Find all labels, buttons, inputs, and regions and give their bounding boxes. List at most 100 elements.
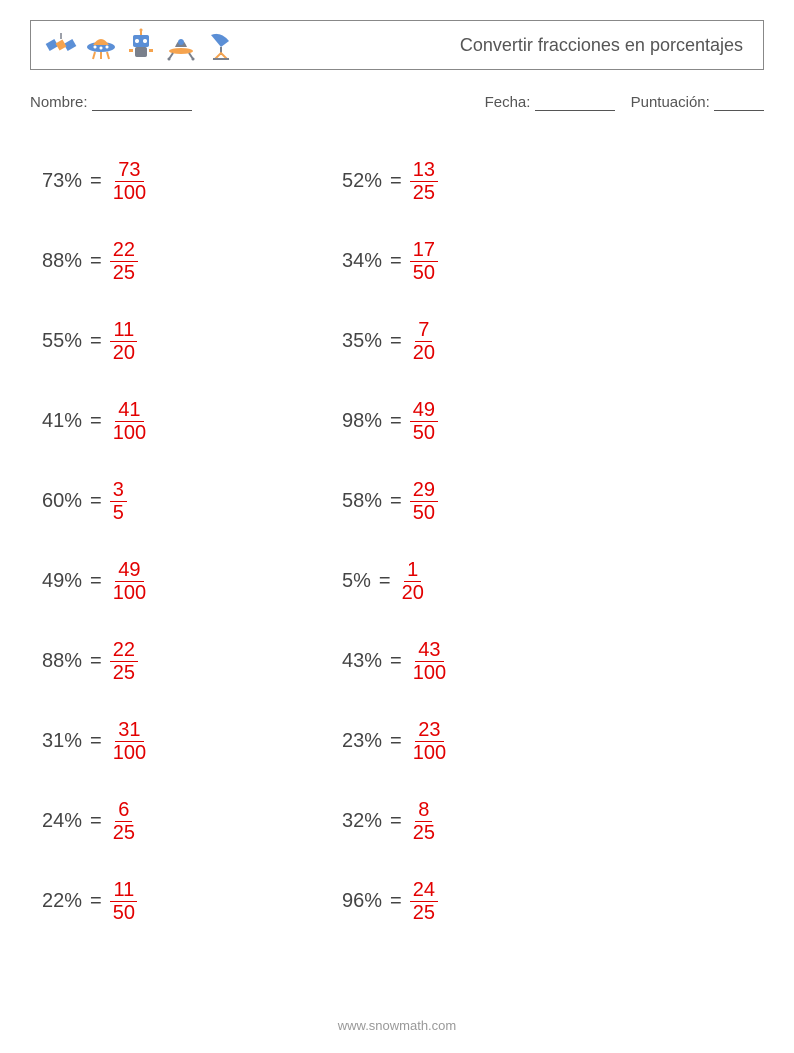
percent-value: 31% bbox=[42, 730, 82, 753]
denominator: 25 bbox=[410, 902, 438, 924]
percent-value: 49% bbox=[42, 570, 82, 593]
problem-row: 96%=2425 bbox=[342, 861, 602, 941]
denominator: 100 bbox=[110, 422, 149, 444]
problem-row: 23%=23100 bbox=[342, 701, 602, 781]
percent-value: 43% bbox=[342, 650, 382, 673]
equals-sign: = bbox=[379, 570, 391, 593]
problem-row: 41% = 41100 bbox=[42, 381, 302, 461]
equals-sign: = bbox=[390, 170, 402, 193]
percent-value: 41% bbox=[42, 410, 82, 433]
date-blank bbox=[535, 97, 615, 111]
score-field: Puntuación: bbox=[631, 94, 764, 111]
denominator: 20 bbox=[399, 582, 427, 604]
percent-value: 22% bbox=[42, 890, 82, 913]
equals-sign: = bbox=[90, 650, 102, 673]
numerator: 17 bbox=[410, 239, 438, 262]
denominator: 50 bbox=[410, 262, 438, 284]
equals-sign: = bbox=[90, 410, 102, 433]
percent-value: 32% bbox=[342, 810, 382, 833]
equals-sign: = bbox=[90, 810, 102, 833]
problem-row: 98%=4950 bbox=[342, 381, 602, 461]
denominator: 25 bbox=[110, 262, 138, 284]
equals-sign: = bbox=[390, 490, 402, 513]
fraction: 825 bbox=[410, 799, 438, 844]
fraction: 2225 bbox=[110, 239, 138, 284]
numerator: 3 bbox=[110, 479, 127, 502]
header-box: Convertir fracciones en porcentajes bbox=[30, 20, 764, 70]
fraction: 43100 bbox=[410, 639, 449, 684]
numerator: 22 bbox=[110, 639, 138, 662]
problem-row: 73% = 73100 bbox=[42, 141, 302, 221]
score-label: Puntuación: bbox=[631, 94, 710, 111]
ufo-icon bbox=[83, 27, 119, 63]
numerator: 6 bbox=[115, 799, 132, 822]
fraction: 1750 bbox=[410, 239, 438, 284]
problem-row: 31%=31100 bbox=[42, 701, 302, 781]
problem-row: 60%=35 bbox=[42, 461, 302, 541]
name-blank bbox=[92, 97, 192, 111]
problem-row: 58%=2950 bbox=[342, 461, 602, 541]
percent-value: 35% bbox=[342, 330, 382, 353]
problem-row: 52% = 1325 bbox=[342, 141, 602, 221]
robot-icon bbox=[123, 27, 159, 63]
numerator: 11 bbox=[110, 879, 137, 902]
fraction: 4950 bbox=[410, 399, 438, 444]
problem-row: 5%=120 bbox=[342, 541, 602, 621]
lander-icon bbox=[163, 27, 199, 63]
denominator: 20 bbox=[410, 342, 438, 364]
denominator: 20 bbox=[110, 342, 138, 364]
denominator: 100 bbox=[110, 582, 149, 604]
equals-sign: = bbox=[90, 170, 102, 193]
denominator: 100 bbox=[410, 742, 449, 764]
info-row: Nombre: Fecha: Puntuación: bbox=[30, 94, 764, 111]
equals-sign: = bbox=[90, 890, 102, 913]
denominator: 100 bbox=[410, 662, 449, 684]
satellite-icon bbox=[43, 27, 79, 63]
score-blank bbox=[714, 97, 764, 111]
equals-sign: = bbox=[390, 330, 402, 353]
fraction: 73100 bbox=[110, 159, 149, 204]
percent-value: 73% bbox=[42, 170, 82, 193]
problem-row: 22% = 1150 bbox=[42, 861, 302, 941]
equals-sign: = bbox=[390, 890, 402, 913]
numerator: 13 bbox=[410, 159, 438, 182]
name-field: Nombre: bbox=[30, 94, 485, 111]
numerator: 49 bbox=[115, 559, 143, 582]
problem-row: 32% = 825 bbox=[342, 781, 602, 861]
percent-value: 88% bbox=[42, 250, 82, 273]
numerator: 29 bbox=[410, 479, 438, 502]
percent-value: 52% bbox=[342, 170, 382, 193]
equals-sign: = bbox=[390, 810, 402, 833]
footer-url: www.snowmath.com bbox=[0, 1018, 794, 1033]
numerator: 7 bbox=[415, 319, 432, 342]
problems-grid: 73%=7310088%=222555%=112041%=4110060%=35… bbox=[30, 141, 764, 941]
equals-sign: = bbox=[390, 410, 402, 433]
date-label: Fecha: bbox=[485, 94, 531, 111]
equals-sign: = bbox=[390, 650, 402, 673]
denominator: 25 bbox=[410, 182, 438, 204]
denominator: 100 bbox=[110, 182, 149, 204]
numerator: 31 bbox=[115, 719, 143, 742]
problem-row: 49%=49100 bbox=[42, 541, 302, 621]
fraction: 23100 bbox=[410, 719, 449, 764]
fraction: 41100 bbox=[110, 399, 149, 444]
numerator: 22 bbox=[110, 239, 138, 262]
numerator: 1 bbox=[404, 559, 421, 582]
denominator: 50 bbox=[110, 902, 138, 924]
fraction: 2225 bbox=[110, 639, 138, 684]
denominator: 25 bbox=[110, 822, 138, 844]
percent-value: 23% bbox=[342, 730, 382, 753]
percent-value: 60% bbox=[42, 490, 82, 513]
worksheet-title: Convertir fracciones en porcentajes bbox=[460, 35, 743, 56]
percent-value: 58% bbox=[342, 490, 382, 513]
percent-value: 88% bbox=[42, 650, 82, 673]
equals-sign: = bbox=[390, 250, 402, 273]
problem-row: 35% = 720 bbox=[342, 301, 602, 381]
percent-value: 24% bbox=[42, 810, 82, 833]
problem-row: 34%=1750 bbox=[342, 221, 602, 301]
denominator: 100 bbox=[110, 742, 149, 764]
fraction: 1120 bbox=[110, 319, 138, 364]
problem-row: 55%=1120 bbox=[42, 301, 302, 381]
problem-row: 88% = 2225 bbox=[42, 621, 302, 701]
numerator: 43 bbox=[415, 639, 443, 662]
